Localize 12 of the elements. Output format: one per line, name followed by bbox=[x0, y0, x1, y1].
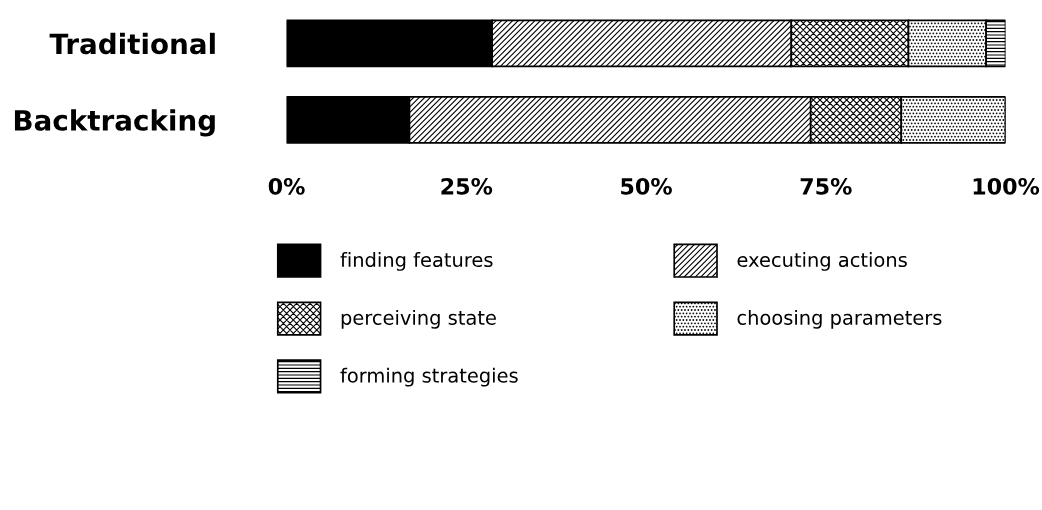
legend-label: finding features bbox=[340, 252, 493, 271]
legend-label: executing actions bbox=[737, 252, 907, 271]
y-tick-label: Traditional bbox=[49, 32, 215, 55]
x-tick-label: 25% bbox=[441, 177, 493, 195]
x-tick-label: 75% bbox=[800, 177, 852, 195]
y-tick-label: Backtracking bbox=[14, 109, 215, 137]
legend-label: choosing parameters bbox=[737, 309, 942, 329]
legend-label: forming strategies bbox=[340, 367, 518, 387]
legend-label: perceiving state bbox=[341, 309, 496, 329]
x-tick-label: 50% bbox=[621, 177, 672, 195]
x-tick-label: 0% bbox=[268, 177, 305, 195]
x-tick-label: 100% bbox=[973, 177, 1040, 195]
